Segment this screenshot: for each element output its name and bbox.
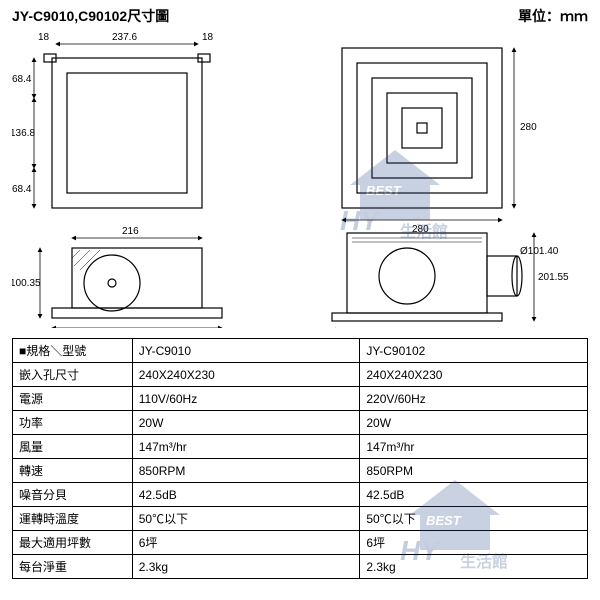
table-row: 功率20W20W [13, 411, 588, 435]
svg-text:237.6: 237.6 [112, 32, 137, 43]
svg-text:280: 280 [520, 122, 537, 133]
svg-text:100.35: 100.35 [12, 278, 41, 289]
table-row: 噪音分貝42.5dB42.5dB [13, 483, 588, 507]
table-row: 嵌入孔尺寸240X240X230240X240X230 [13, 363, 588, 387]
svg-text:68.4: 68.4 [12, 184, 32, 195]
table-header-row: ■規格＼型號 JY-C9010 JY-C90102 [13, 339, 588, 363]
dimension-diagrams: 237.6 18 18 68.4 136.8 68.4 280 280 [12, 28, 588, 328]
table-row: 每台淨重2.3kg2.3kg [13, 555, 588, 579]
table-row: 轉速850RPM850RPM [13, 459, 588, 483]
svg-text:Ø101.40: Ø101.40 [520, 246, 559, 257]
spec-table: ■規格＼型號 JY-C9010 JY-C90102 嵌入孔尺寸240X240X2… [12, 338, 588, 579]
svg-text:18: 18 [38, 32, 50, 43]
table-row: 風量147m³/hr147m³/hr [13, 435, 588, 459]
col-model-a: JY-C9010 [132, 339, 360, 363]
unit-label: 單位：ｍｍ [518, 6, 588, 26]
col-spec: ■規格＼型號 [13, 339, 133, 363]
col-model-b: JY-C90102 [360, 339, 588, 363]
svg-text:18: 18 [202, 32, 214, 43]
svg-text:201.55: 201.55 [538, 272, 569, 283]
table-row: 電源110V/60Hz220V/60Hz [13, 387, 588, 411]
svg-text:68.4: 68.4 [12, 74, 32, 85]
svg-text:216: 216 [122, 226, 139, 237]
svg-text:136.8: 136.8 [12, 128, 35, 139]
table-row: 最大適用坪數6坪6坪 [13, 531, 588, 555]
page-title: JY-C9010,C90102尺寸圖 [12, 6, 169, 26]
table-row: 運轉時溫度50℃以下50℃以下 [13, 507, 588, 531]
